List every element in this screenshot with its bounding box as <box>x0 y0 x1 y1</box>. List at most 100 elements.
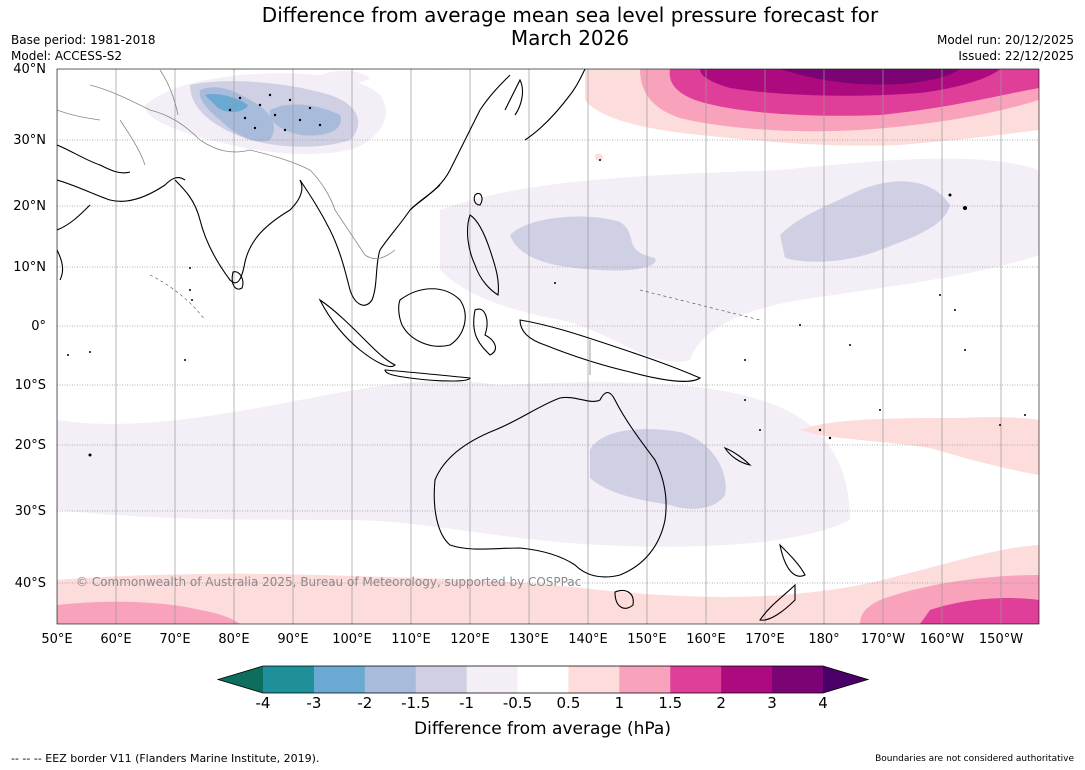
graticule <box>57 69 1039 624</box>
contour-neg-vstrong-himalaya <box>205 94 248 112</box>
lon-label: 100°E <box>332 632 372 647</box>
lat-label: 30°S <box>14 504 46 519</box>
eez-borders <box>149 274 761 321</box>
colorbar-segment <box>568 666 620 693</box>
colorbar-segment <box>517 666 569 693</box>
colorbar-segment <box>263 666 315 693</box>
issued-text: Issued: 22/12/2025 <box>958 49 1074 63</box>
colorbar-segment <box>466 666 519 693</box>
lat-label: 10°N <box>13 260 46 275</box>
colorbar-segment <box>364 666 417 693</box>
lon-label: 140°E <box>568 632 608 647</box>
contour-pos-mid-south <box>57 601 240 624</box>
base-period-text: Base period: 1981-2018 <box>11 33 156 47</box>
contour-neg-strong-himalaya2 <box>269 104 341 136</box>
coast-india <box>174 179 303 284</box>
map-frame <box>56 68 1040 625</box>
colorbar-tick-label: 1.5 <box>658 694 683 712</box>
border-asia6 <box>57 109 101 121</box>
contour-neg-mid-australia <box>590 429 726 509</box>
colorbar-segment <box>415 666 468 693</box>
colorbar-tick-label: 2 <box>716 694 726 712</box>
contour-neg-light-north2 <box>320 70 370 83</box>
coast-newguinea <box>519 319 702 382</box>
contour-neg-mid-pacific <box>780 181 950 262</box>
colorbar-tick-label: -2 <box>357 694 373 712</box>
colorbar-label: Difference from average (hPa) <box>414 719 671 739</box>
lat-label: 0° <box>31 319 46 334</box>
border-asia2 <box>249 149 336 211</box>
coast-sumatra <box>318 298 396 368</box>
contour-neg-light-south <box>57 380 850 547</box>
lon-label: 80°E <box>218 632 250 647</box>
colorbar-outline <box>216 665 870 694</box>
coastlines <box>57 69 806 621</box>
country-borders <box>57 69 591 375</box>
colorbar-tick-label: -1.5 <box>401 694 431 712</box>
colorbar-extend-low <box>218 666 263 693</box>
lon-label: 120°E <box>450 632 490 647</box>
coast-korea <box>504 78 524 116</box>
islands <box>67 93 1026 457</box>
lat-label: 40°S <box>14 576 46 591</box>
colorbar-tick-label: -4 <box>255 694 271 712</box>
coast-africa <box>57 249 64 281</box>
colorbar-segment <box>619 666 671 693</box>
lon-label: 90°E <box>277 632 309 647</box>
border-asia5 <box>159 69 179 116</box>
contour-pos-weak-tonga <box>800 417 1039 475</box>
lat-label: 40°N <box>13 62 46 77</box>
coast-java <box>384 369 471 382</box>
coast-philippines <box>466 214 499 296</box>
colorbar-tick-label: 1 <box>614 694 625 712</box>
contour-pos-max-north <box>780 69 960 85</box>
colorbar-segment <box>313 666 366 693</box>
lon-label: 70°E <box>159 632 191 647</box>
coast-tasmania <box>614 589 634 609</box>
model-run-text: Model run: 20/12/2025 <box>936 33 1074 47</box>
lon-label: 170°E <box>745 632 785 647</box>
colorbar-segment <box>772 666 824 693</box>
border-asia4 <box>119 119 146 166</box>
lon-label: 60°E <box>100 632 132 647</box>
lon-label: 160°W <box>919 632 965 647</box>
coast-srilanka <box>231 271 244 290</box>
lon-label: 110°E <box>391 632 431 647</box>
coast-china <box>409 74 511 211</box>
model-text: Model: ACCESS-S2 <box>11 49 123 63</box>
colorbar-tick-label: 3 <box>767 694 777 712</box>
coast-taiwan <box>473 192 483 206</box>
coast-japan <box>524 69 586 141</box>
lon-label: 160°E <box>686 632 726 647</box>
lon-label: 170°W <box>860 632 906 647</box>
meta-left: Base period: 1981-2018 Model: ACCESS-S2 <box>11 32 156 64</box>
lon-label: 150°W <box>978 632 1024 647</box>
colorbar-segment <box>721 666 773 693</box>
lon-label: 180° <box>808 632 840 647</box>
boundaries-disclaimer: Boundaries are not considered authoritat… <box>875 754 1074 764</box>
coast-arabia2 <box>57 204 91 231</box>
lon-label: 150°E <box>627 632 667 647</box>
copyright-notice: © Commonwealth of Australia 2025, Bureau… <box>76 575 582 589</box>
border-asia1 <box>89 84 251 153</box>
lat-label: 10°S <box>14 378 46 393</box>
colorbar-segment <box>670 666 722 693</box>
contour-pos-weak-png <box>594 153 603 161</box>
contour-neg-mid-philippines <box>510 216 656 271</box>
coast-gulf <box>57 144 131 174</box>
coast-newcaledonia <box>723 446 752 466</box>
colorbar-extend-high <box>823 666 868 693</box>
coast-arabia <box>57 176 186 202</box>
colorbar <box>216 665 870 694</box>
colorbar-tick-label: -0.5 <box>502 694 533 712</box>
colorbar-tick-label: -1 <box>459 694 475 712</box>
colorbar-tick-label: 4 <box>818 694 828 712</box>
lat-label: 20°N <box>13 199 46 214</box>
contour-pos-strong-south <box>920 598 1039 624</box>
contour-pos-weak-south <box>57 545 1039 624</box>
coast-borneo <box>398 288 466 347</box>
lat-label: 30°N <box>13 133 46 148</box>
coast-nz-north <box>779 543 806 577</box>
eez-credit: -- -- -- EEZ border V11 (Flanders Marine… <box>11 752 320 765</box>
